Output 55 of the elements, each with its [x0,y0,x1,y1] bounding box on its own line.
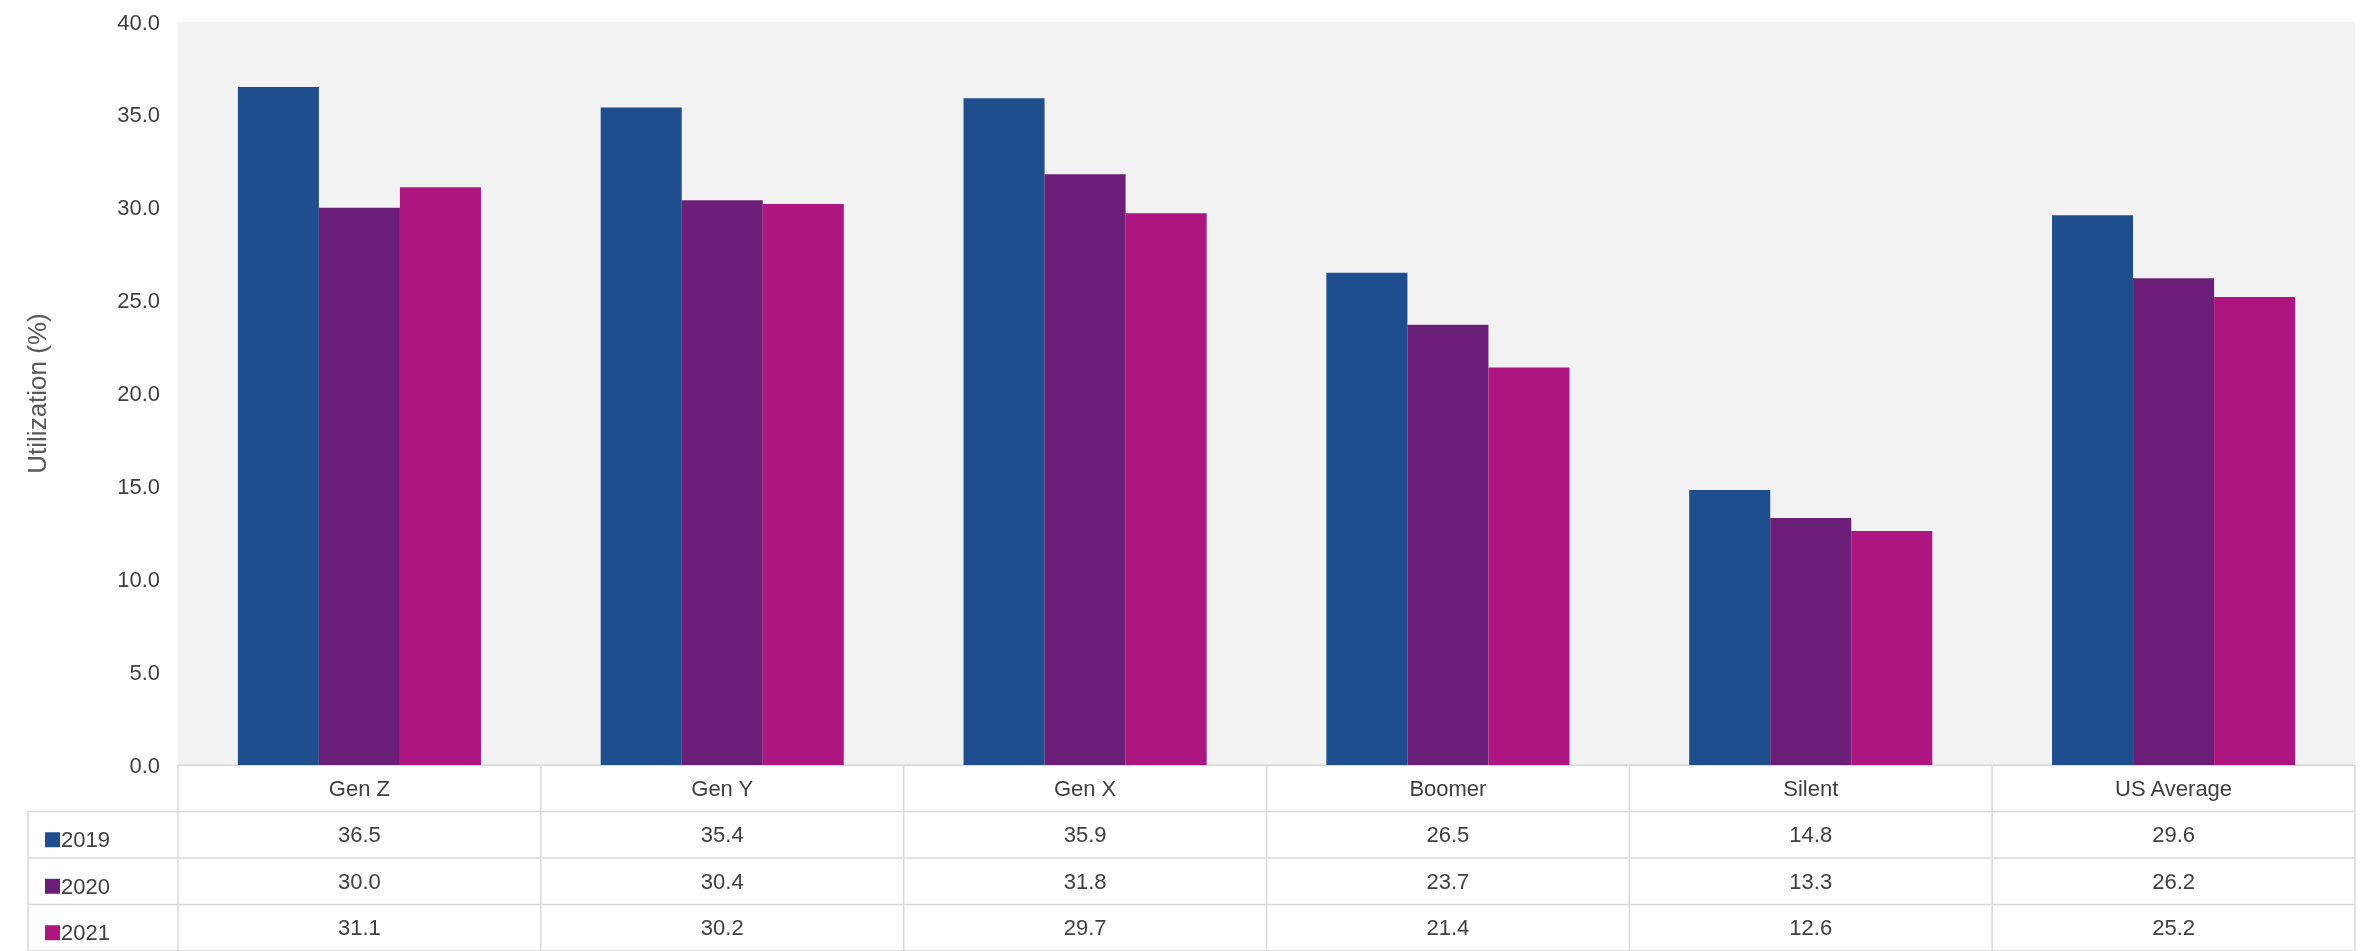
data-label: 31.1 [338,915,381,941]
bar [2133,278,2215,765]
y-tick-label: 25.0 [117,288,160,314]
data-label: 36.5 [338,822,381,848]
bar [1689,490,1771,765]
y-tick-label: 10.0 [117,566,160,592]
bar [2214,296,2296,765]
x-tick-label: Gen Y [691,775,754,801]
y-tick-label: 20.0 [117,381,160,406]
data-label: 31.8 [1063,868,1107,894]
data-label: 30.2 [700,915,744,941]
bar [399,187,481,765]
bar [1326,272,1408,765]
y-tick-label: 40.0 [117,9,160,35]
bar [2052,215,2134,765]
data-label: 29.7 [1063,915,1107,941]
y-tick-label: 0.0 [129,752,160,778]
x-tick-label: Silent [1783,775,1839,801]
bar [1851,530,1933,765]
data-label: 26.5 [1426,822,1470,848]
data-label: 23.7 [1426,868,1470,894]
y-axis-title: Utilization (%) [22,313,52,474]
data-label: 30.4 [700,868,744,894]
x-tick-label: US Average [2115,775,2233,801]
x-tick-label: Gen X [1053,775,1117,801]
bar [318,207,400,765]
y-tick-label: 15.0 [117,473,160,499]
bar [237,87,319,765]
x-tick-label: Gen Z [328,775,390,801]
x-tick-label: Boomer [1409,775,1487,801]
legend-label: 2019 [61,827,110,853]
bar [1770,517,1852,765]
y-tick-label: 30.0 [117,195,160,221]
bar [963,98,1045,765]
bar [1044,174,1126,765]
data-label: 13.3 [1789,868,1833,894]
bar [1125,213,1207,765]
bar [681,200,763,765]
bar [600,107,682,765]
data-label: 35.4 [700,822,744,848]
data-label: 12.6 [1789,915,1833,941]
legend-label: 2020 [61,873,110,899]
data-label: 21.4 [1426,915,1470,941]
data-label: 29.6 [2152,822,2195,848]
data-label: 26.2 [2152,868,2195,894]
y-tick-label: 5.0 [129,659,160,685]
y-tick-label: 35.0 [117,102,160,128]
bar [1488,367,1570,765]
bar [762,204,844,765]
data-label: 14.8 [1789,822,1833,848]
data-label: 25.2 [2152,915,2195,941]
data-label: 35.9 [1063,822,1107,848]
bar [1407,324,1489,765]
data-label: 30.0 [338,868,381,894]
legend-label: 2021 [61,920,110,946]
